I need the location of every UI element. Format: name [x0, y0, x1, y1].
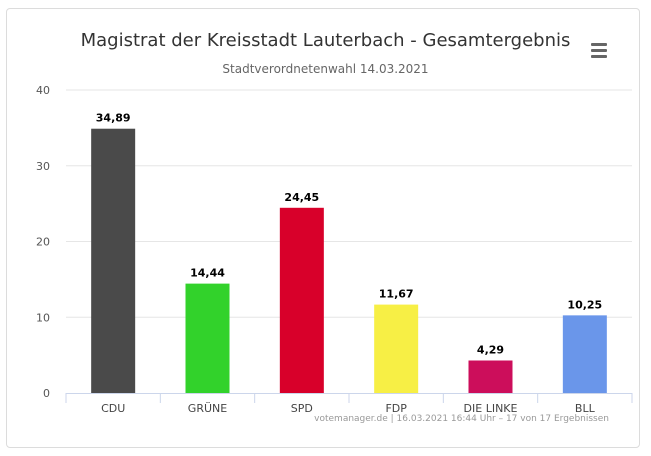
data-label: 11,67: [379, 288, 414, 301]
hamburger-menu-icon[interactable]: [586, 40, 612, 62]
bar-die-linke: [468, 360, 513, 393]
x-tick-label: DIE LINKE: [464, 402, 518, 415]
data-label: 14,44: [190, 267, 225, 280]
x-tick-label: BLL: [575, 402, 596, 415]
x-tick-label: FDP: [385, 402, 407, 415]
x-tick-label: GRÜNE: [188, 402, 227, 415]
data-label: 10,25: [567, 298, 602, 311]
bar-fdp: [374, 304, 419, 393]
y-tick-label: 40: [36, 84, 50, 97]
chart-credit: votemanager.de | 16.03.2021 16:44 Uhr – …: [314, 414, 609, 424]
chart-title: Magistrat der Kreisstadt Lauterbach - Ge…: [80, 30, 571, 51]
data-label: 24,45: [284, 191, 319, 204]
bar-cdu: [91, 128, 136, 393]
y-tick-label: 10: [36, 311, 50, 324]
bar-spd: [279, 207, 324, 393]
data-label: 4,29: [477, 344, 504, 357]
y-tick-label: 0: [43, 387, 50, 400]
chart-subtitle: Stadtverordnetenwahl 14.03.2021: [222, 62, 429, 76]
y-tick-label: 20: [36, 236, 50, 249]
x-tick-label: SPD: [291, 402, 313, 415]
bar-bll: [562, 315, 607, 393]
x-tick-label: CDU: [101, 402, 125, 415]
data-label: 34,89: [96, 112, 131, 125]
bar-gr-ne: [185, 283, 230, 393]
y-tick-label: 30: [36, 160, 50, 173]
